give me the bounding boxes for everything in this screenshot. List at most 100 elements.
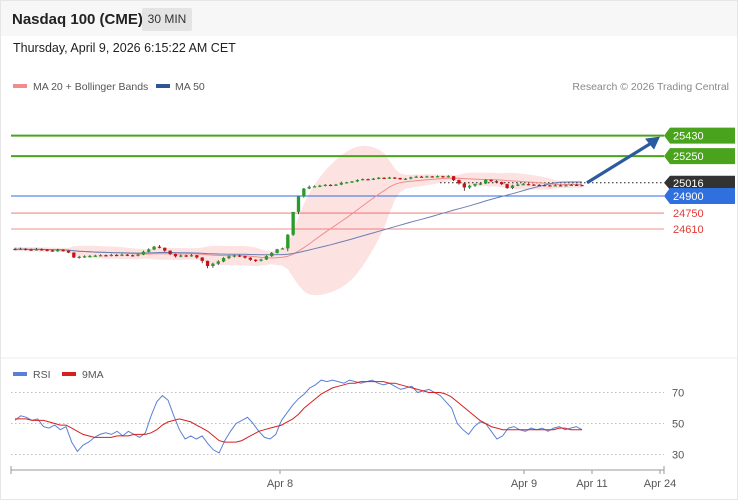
current-price-tag: 25016 [664, 175, 735, 190]
copyright-label: Research © 2026 Trading Central [572, 81, 729, 93]
candle-body [393, 177, 397, 179]
candle [104, 254, 108, 257]
candle-body [141, 251, 146, 255]
candle [355, 179, 359, 183]
candle-body [500, 182, 504, 185]
candle [414, 175, 418, 178]
candle [66, 250, 71, 254]
candle-body [355, 180, 359, 182]
candle-body [457, 180, 461, 184]
candle-body [120, 254, 124, 256]
candle-body [382, 177, 386, 179]
candle-body [243, 256, 247, 258]
level-tag-label: 25430 [673, 131, 704, 143]
candle-body [564, 185, 568, 187]
candle-body [211, 263, 215, 267]
candle [409, 176, 413, 180]
candle-body [296, 196, 301, 212]
candle-body [147, 249, 151, 252]
ma50-legend-label: MA 50 [175, 81, 205, 93]
chart-datetime: Thursday, April 9, 2026 6:15:22 AM CET [13, 41, 236, 55]
x-tick-label: Apr 9 [511, 478, 537, 490]
candle-body [574, 184, 579, 187]
candle [18, 247, 23, 251]
candle [494, 180, 499, 183]
candle [312, 185, 317, 188]
candle-body [451, 176, 456, 181]
candle-body [270, 252, 274, 257]
candle [350, 180, 354, 183]
candle-body [387, 177, 392, 179]
candle [366, 178, 370, 181]
candle [168, 250, 172, 256]
candle [334, 183, 338, 186]
candle-body [462, 183, 466, 188]
candle [393, 177, 397, 179]
candle-body [264, 256, 269, 260]
candle-body [131, 255, 135, 257]
candle [72, 252, 76, 259]
candle-body [409, 177, 413, 179]
candle [291, 211, 295, 236]
level-tag-label: 25250 [673, 151, 704, 163]
candle [50, 249, 55, 252]
candle [430, 175, 434, 178]
candle-body [484, 179, 488, 184]
candle [88, 254, 92, 258]
candle [489, 179, 493, 183]
candle-body [377, 177, 381, 179]
candle [114, 254, 119, 257]
candle-body [516, 184, 520, 186]
candle-body [163, 247, 167, 251]
candle [24, 248, 28, 251]
candle [275, 248, 279, 254]
candle [451, 175, 456, 182]
candle [328, 184, 333, 187]
candle [259, 258, 263, 262]
candle-body [61, 250, 65, 252]
candle-body [184, 255, 188, 257]
candle-body [72, 252, 76, 258]
candle [248, 257, 253, 261]
candle [163, 247, 167, 252]
candle [238, 254, 242, 258]
candle [457, 179, 461, 185]
candle-body [56, 250, 60, 252]
candle [462, 182, 466, 191]
candle [61, 249, 65, 252]
candle [574, 184, 579, 187]
candle-body [205, 260, 210, 267]
candle-body [361, 179, 365, 181]
price-tag-shape [664, 175, 735, 190]
ma50-legend-swatch [156, 84, 170, 88]
candle [216, 260, 220, 265]
candle [184, 254, 188, 258]
bollinger-bands [15, 145, 582, 296]
level-tag-label: 24750 [673, 208, 704, 220]
candle [179, 254, 183, 258]
chart-header: Nasdaq 100 (CME) 30 MIN [1, 1, 737, 36]
candle-body [366, 179, 370, 181]
candle [120, 253, 124, 257]
candle-body [542, 185, 547, 187]
candle [141, 250, 146, 256]
x-tick-label: Apr 8 [267, 478, 293, 490]
candle [558, 184, 563, 187]
candle [195, 254, 199, 259]
candle [45, 249, 49, 252]
candle-body [553, 185, 557, 187]
candle-body [109, 254, 113, 257]
candle-body [489, 179, 493, 182]
candle-body [425, 176, 429, 178]
candle-body [323, 184, 327, 187]
candle-body [526, 184, 531, 186]
candle-body [93, 255, 97, 257]
candle [34, 247, 39, 251]
candle [425, 175, 429, 178]
timeframe-badge[interactable]: 30 MIN [142, 8, 192, 31]
candle [205, 260, 210, 269]
candle [339, 181, 343, 186]
candle-body [307, 186, 311, 189]
candle [152, 245, 156, 251]
